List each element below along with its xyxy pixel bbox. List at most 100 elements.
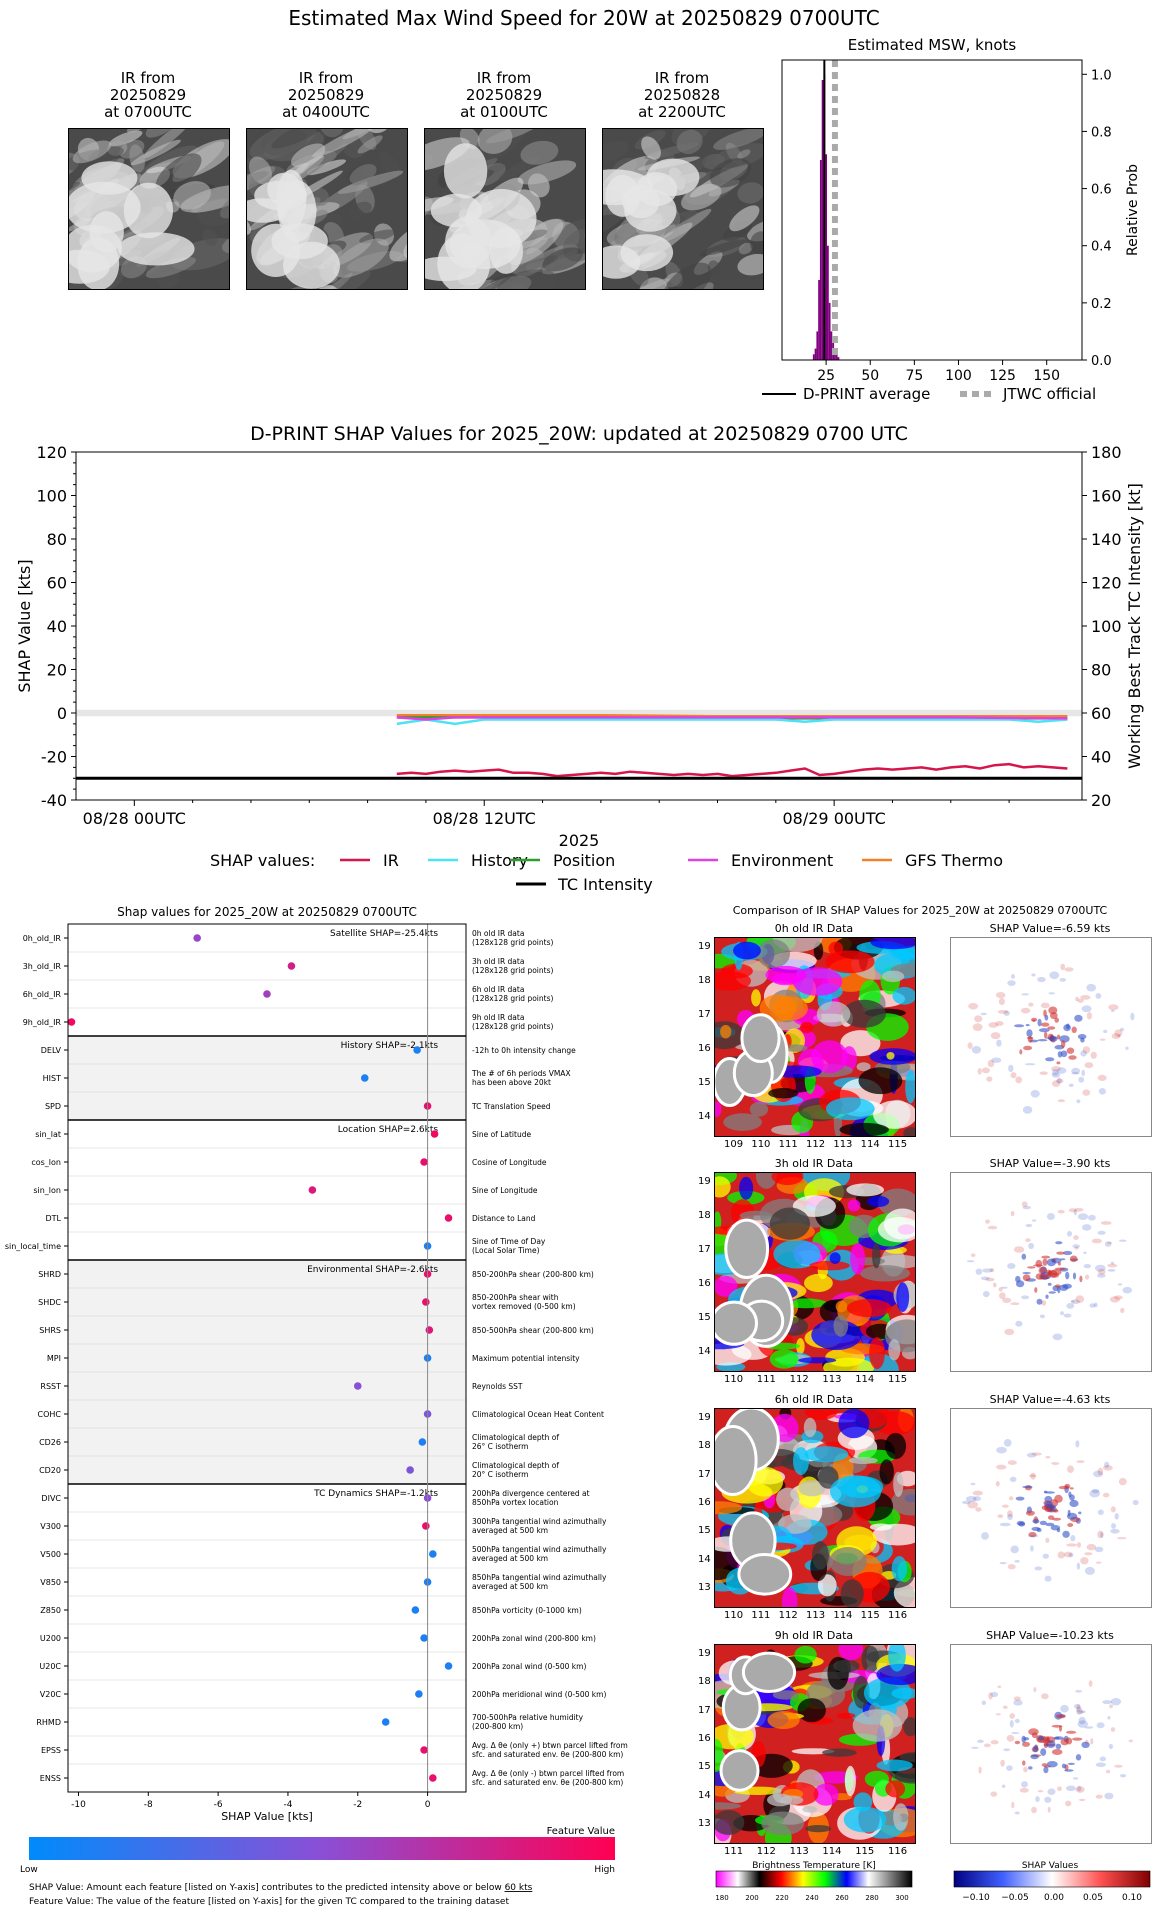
shap-field-blob bbox=[1107, 1269, 1116, 1272]
ir-field-blob bbox=[872, 1243, 881, 1269]
feat-name-label: 6h_old_IR bbox=[23, 990, 62, 999]
ir-panel-field bbox=[715, 938, 915, 1136]
shap-field-blob bbox=[1095, 1561, 1102, 1564]
feat-desc-line1: Maximum potential intensity bbox=[472, 1354, 580, 1363]
hist-ytick-label: 0.6 bbox=[1091, 183, 1112, 198]
feat-desc-line2: 850hPa vortex location bbox=[472, 1498, 559, 1507]
shap-field-blob bbox=[1055, 1241, 1063, 1245]
shap-field-blob bbox=[1030, 1472, 1036, 1480]
shap-field-blob bbox=[995, 1713, 1001, 1716]
hist-xtick-label: 50 bbox=[861, 368, 879, 384]
ir-panel-image bbox=[714, 1644, 916, 1844]
bt-colorbar-tick: 300 bbox=[895, 1894, 908, 1902]
shap-field-blob bbox=[1010, 1302, 1020, 1306]
shap-field-blob bbox=[1030, 1545, 1034, 1552]
shap-field-blob bbox=[1010, 1072, 1017, 1079]
shap-field-blob bbox=[1006, 1765, 1013, 1771]
feat-name-label: V500 bbox=[40, 1550, 61, 1559]
feat-desc-line2: averaged at 500 km bbox=[472, 1554, 548, 1563]
shap-field-blob bbox=[1109, 1704, 1113, 1709]
shap-field-blob bbox=[1095, 1264, 1106, 1272]
shap-field-blob bbox=[1042, 1553, 1049, 1559]
feat-shap-point bbox=[287, 962, 296, 970]
ts-y2label: Working Best Track TC Intensity [kt] bbox=[1125, 483, 1144, 769]
shap-field-blob bbox=[1081, 1741, 1090, 1748]
shap-field-blob bbox=[1049, 1504, 1054, 1512]
ir-field-blob bbox=[802, 1806, 818, 1813]
thumb-cloud bbox=[247, 171, 269, 196]
shap-field-blob bbox=[1063, 1551, 1073, 1558]
feat-group-label: TC Dynamics SHAP=-1.2kts bbox=[313, 1489, 438, 1499]
shap-field-blob bbox=[1039, 1314, 1045, 1319]
feat-desc-line1: 850hPa vorticity (0-1000 km) bbox=[472, 1606, 582, 1615]
ir-field-blob bbox=[715, 1101, 722, 1117]
ir-panel-image bbox=[714, 1408, 916, 1608]
ir-panel-ytick-label: 17 bbox=[698, 1009, 711, 1020]
thumb-cloud bbox=[641, 136, 661, 160]
shap-field-blob bbox=[1003, 1748, 1011, 1752]
shap-field-blob bbox=[1103, 1029, 1108, 1034]
ir-panel-xtick-label: 112 bbox=[806, 1139, 826, 1150]
shap-field-blob bbox=[1117, 1283, 1123, 1286]
shap-field-blob bbox=[1013, 1246, 1025, 1253]
ir-field-blob bbox=[829, 1252, 841, 1264]
shap-panel-title: SHAP Value=-3.90 kts bbox=[989, 1157, 1111, 1170]
shap-field-blob bbox=[1074, 1704, 1081, 1709]
feat-name-label: DTL bbox=[45, 1214, 61, 1223]
ir-field-blob bbox=[853, 1792, 873, 1812]
shap-field-blob bbox=[1046, 1258, 1056, 1267]
shap-field-blob bbox=[1021, 1295, 1030, 1300]
thumb-cloud-bright bbox=[465, 189, 537, 248]
thumb-cloud bbox=[69, 181, 81, 195]
ir-panel-xtick-label: 115 bbox=[888, 1374, 908, 1385]
ts-zero-band bbox=[76, 709, 1082, 717]
ts-ytick-label: 0 bbox=[57, 704, 67, 723]
shap-field-blob bbox=[1064, 967, 1074, 972]
ir-field-blob bbox=[905, 1070, 915, 1104]
shap-field-blob bbox=[1114, 1295, 1123, 1300]
ts-frame bbox=[75, 451, 1083, 801]
feat-desc-line1: Avg. Δ θe (only +) btwn parcel lifted fr… bbox=[472, 1741, 628, 1750]
hist-xtick-label: 75 bbox=[905, 368, 923, 384]
shap-field-blob bbox=[1021, 993, 1029, 996]
feat-name-label: COHC bbox=[38, 1410, 62, 1419]
shap-panel-field bbox=[970, 1680, 1133, 1815]
shap-field-blob bbox=[1056, 1714, 1066, 1719]
shap-field-blob bbox=[1056, 1067, 1067, 1074]
ir-panel-xtick-label: 115 bbox=[888, 1139, 908, 1150]
thumb-cloud bbox=[603, 140, 629, 161]
shap-field-blob bbox=[1000, 1286, 1008, 1289]
ir-panel-ytick-label: 15 bbox=[698, 1761, 711, 1773]
thumb-cloud bbox=[349, 164, 377, 185]
shap-panel-image bbox=[950, 1172, 1152, 1372]
shap-panel-field bbox=[962, 1439, 1139, 1582]
feat-xtick-label: -10 bbox=[71, 1800, 86, 1810]
shap-field-blob bbox=[1013, 1699, 1023, 1706]
shap-field-blob bbox=[981, 1532, 989, 1540]
shap-field-blob bbox=[1026, 1029, 1033, 1038]
shap-field-blob bbox=[1042, 1736, 1050, 1742]
feat-desc-line1: 300hPa tangential wind azimuthally bbox=[472, 1517, 607, 1526]
ir-field-blob bbox=[784, 1298, 827, 1309]
feat-shap-point bbox=[411, 1606, 420, 1614]
feat-desc-line1: The # of 6h periods VMAX bbox=[471, 1069, 571, 1078]
feat-name-label: ENSS bbox=[40, 1774, 61, 1783]
feat-desc-line1: Sine of Time of Day bbox=[472, 1237, 546, 1246]
thumb-cloud bbox=[312, 129, 376, 158]
shap-field-blob bbox=[1044, 1031, 1048, 1039]
shap-field-blob bbox=[1010, 1545, 1019, 1554]
ir-panel-xtick-label: 111 bbox=[756, 1374, 776, 1385]
shap-field-blob bbox=[1076, 1542, 1082, 1548]
ir-field-blob bbox=[859, 1265, 911, 1282]
shap-field-blob bbox=[1118, 1477, 1127, 1486]
feat-name-label: DIVC bbox=[41, 1494, 61, 1503]
ir-field-blob bbox=[891, 1556, 908, 1582]
shap-field-blob bbox=[1021, 1007, 1031, 1014]
ir-field-blob bbox=[805, 1825, 832, 1833]
shap-field-blob bbox=[1015, 1496, 1025, 1501]
feat-desc-line1: -12h to 0h intensity change bbox=[472, 1046, 576, 1055]
shap-field-blob bbox=[1099, 1038, 1106, 1041]
thumb-cloud-bright bbox=[605, 174, 641, 217]
shap-field-blob bbox=[980, 1276, 990, 1281]
shap-field-blob bbox=[1049, 1035, 1058, 1042]
